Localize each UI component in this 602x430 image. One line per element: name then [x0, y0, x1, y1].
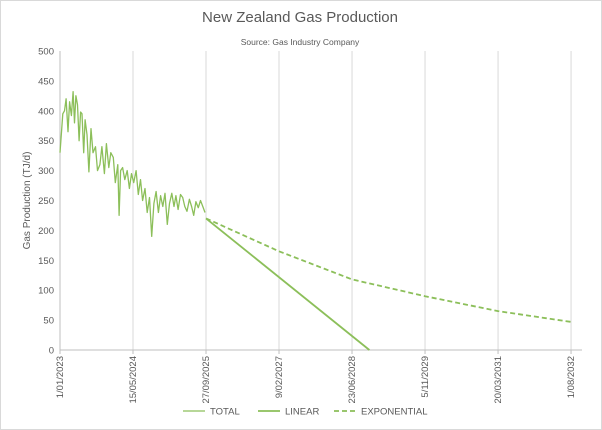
series-group: [59, 91, 572, 351]
legend-label-total: TOTAL: [210, 407, 240, 418]
y-tick-label: 350: [38, 136, 54, 147]
x-tick-label: 20/03/2031: [493, 356, 504, 404]
series-line-exponential: [205, 217, 572, 323]
x-tick-label: 15/05/2024: [128, 356, 139, 404]
y-axis-label: Gas Production (TJ/d): [22, 152, 33, 250]
y-tick-label: 300: [38, 166, 54, 177]
y-tick-label: 200: [38, 226, 54, 237]
series-line-linear: [205, 217, 370, 351]
x-tick-label: 1/08/2032: [566, 356, 577, 398]
y-tick-label: 50: [43, 316, 54, 327]
x-tick-label: 1/01/2023: [55, 356, 66, 398]
chart-title: New Zealand Gas Production: [202, 9, 398, 26]
y-tick-label: 400: [38, 106, 54, 117]
y-tick-label: 150: [38, 256, 54, 267]
x-tick-label: 5/11/2029: [420, 356, 431, 398]
x-tick-label: 23/06/2028: [347, 356, 358, 404]
legend-label-exponential: EXPONENTIAL: [361, 407, 428, 418]
series-line-total: [59, 91, 206, 238]
grid-lines: [132, 51, 572, 350]
y-tick-label: 250: [38, 196, 54, 207]
y-tick-label: 0: [49, 346, 54, 357]
legend: TOTAL LINEAR EXPONENTIAL: [183, 407, 428, 418]
y-tick-label: 100: [38, 286, 54, 297]
x-axis: 1/01/2023 15/05/2024 27/09/2025 9/02/2027 23…: [55, 349, 582, 404]
y-axis: 0 50 100 150 200 250 300 350 400 450 500: [38, 47, 61, 357]
x-tick-label: 9/02/2027: [274, 356, 285, 398]
x-tick-label: 27/09/2025: [201, 356, 212, 404]
legend-label-linear: LINEAR: [285, 407, 319, 418]
y-tick-label: 450: [38, 76, 54, 87]
y-tick-label: 500: [38, 47, 54, 58]
chart-subtitle: Source: Gas Industry Company: [240, 37, 360, 47]
